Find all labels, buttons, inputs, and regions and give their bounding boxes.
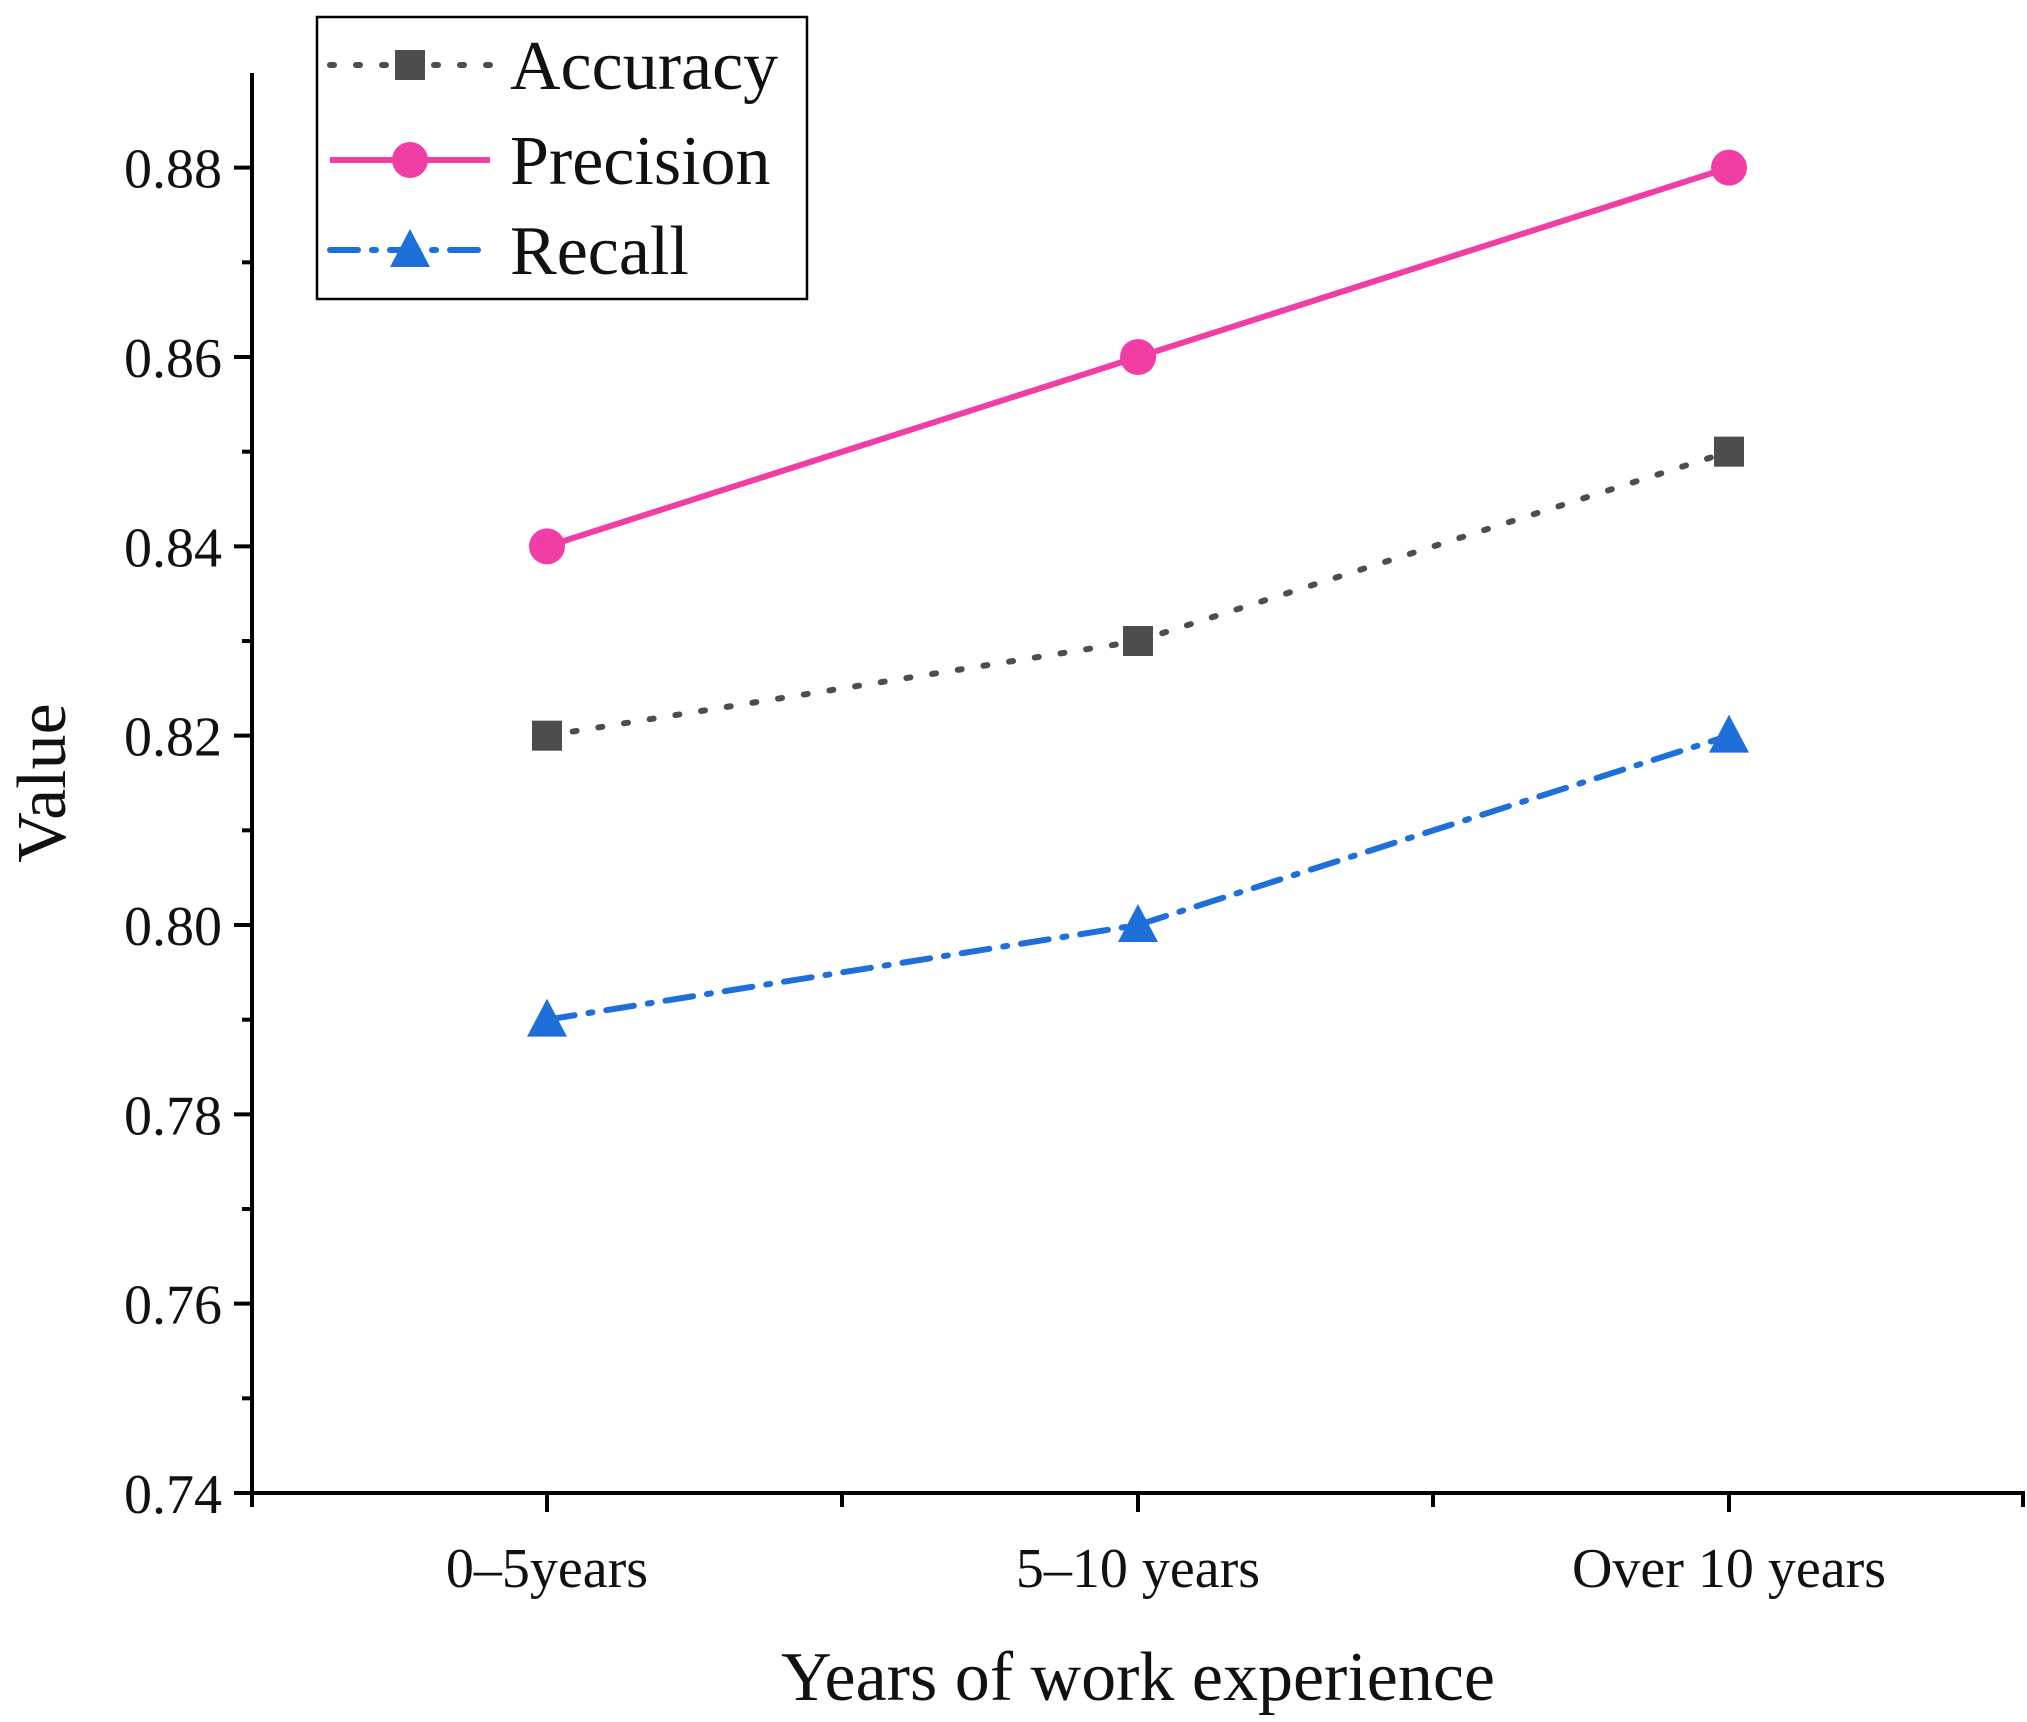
y-axis-title: Value (4, 703, 81, 862)
y-tick-label: 0.86 (124, 328, 222, 390)
recall-point (1118, 904, 1158, 942)
y-tick-label: 0.82 (124, 707, 222, 769)
recall-series-line (544, 732, 1732, 1023)
accuracy-series-line (544, 448, 1732, 739)
precision-point (529, 528, 565, 565)
x-tick-label: 5–10 years (1016, 1538, 1260, 1600)
x-tick-label: 0–5years (446, 1538, 648, 1600)
precision-point (1120, 339, 1156, 375)
legend: Accuracy Precision Recall (315, 15, 809, 301)
accuracy-point (532, 720, 562, 751)
accuracy-point (1123, 626, 1153, 656)
y-tick-label: 0.78 (124, 1085, 222, 1147)
y-tick-label: 0.88 (124, 139, 222, 201)
x-tick-label: Over 10 years (1572, 1538, 1886, 1600)
y-tick-label: 0.80 (124, 896, 222, 958)
y-tick-label: 0.74 (124, 1464, 222, 1526)
x-axis-title: Years of work experience (781, 1639, 1495, 1716)
recall-point (527, 998, 567, 1037)
legend-accuracy-label: Accuracy (510, 28, 778, 105)
legend-accuracy-marker (395, 50, 425, 80)
legend-precision-label: Precision (510, 123, 771, 200)
legend-precision-marker (392, 142, 428, 178)
y-tick-label: 0.76 (124, 1275, 222, 1337)
y-tick-label: 0.84 (124, 517, 222, 579)
legend-recall-label: Recall (510, 213, 689, 290)
precision-point (1711, 149, 1747, 186)
legend-recall-marker (390, 229, 430, 267)
accuracy-point (1714, 436, 1744, 467)
recall-point (1709, 714, 1749, 753)
